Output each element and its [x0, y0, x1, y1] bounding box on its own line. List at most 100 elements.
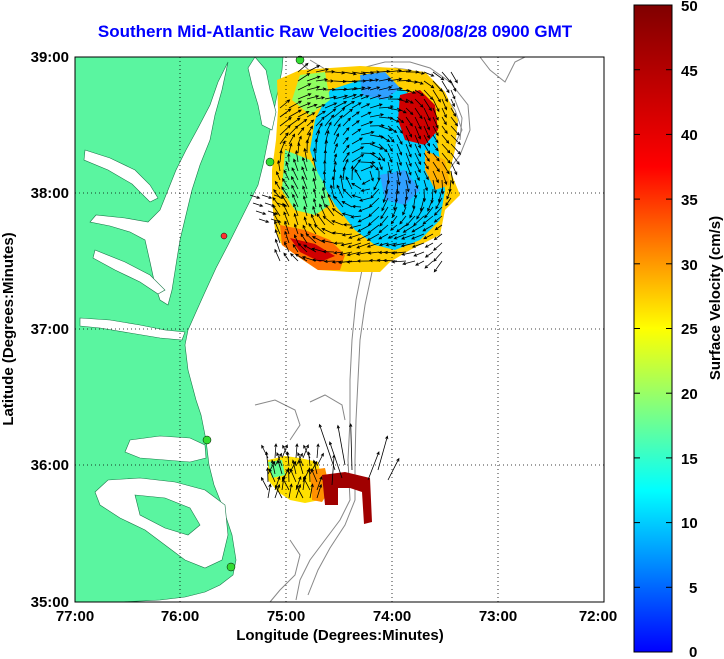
current-arrow — [270, 218, 282, 223]
current-arrow — [261, 194, 273, 199]
rappahannock-river — [92, 249, 166, 295]
current-arrow — [422, 215, 434, 225]
current-arrow — [387, 87, 403, 91]
current-arrow — [313, 224, 326, 235]
current-vectors — [249, 62, 462, 499]
colorbar-scale — [633, 4, 673, 653]
current-arrow — [274, 484, 283, 499]
current-arrow — [378, 69, 391, 74]
current-arrow — [414, 116, 422, 130]
y-tick-label: 38:00 — [31, 185, 69, 202]
current-arrow — [350, 215, 362, 219]
current-arrow — [274, 248, 281, 262]
current-arrow — [274, 238, 281, 253]
current-arrow — [306, 75, 321, 82]
current-arrow — [405, 89, 417, 94]
current-arrow — [287, 152, 291, 163]
current-arrow — [423, 170, 429, 181]
current-arrow — [315, 87, 327, 91]
current-arrow — [249, 194, 261, 199]
current-arrow — [358, 206, 371, 212]
current-arrow — [342, 108, 354, 118]
current-arrow — [310, 213, 317, 226]
current-arrow — [378, 77, 392, 82]
current-arrow — [297, 110, 310, 118]
current-arrow — [356, 251, 371, 256]
current-arrow — [387, 457, 400, 481]
current-arrow — [435, 197, 443, 210]
radar-stations — [202, 55, 305, 572]
current-arrow — [266, 467, 270, 483]
current-arrow — [450, 170, 455, 185]
current-arrow — [320, 194, 326, 208]
current-arrow — [450, 71, 458, 84]
current-arrow — [342, 144, 350, 154]
current-arrow — [321, 186, 326, 199]
current-arrow — [283, 169, 290, 181]
current-arrow — [291, 459, 297, 475]
current-arrow — [302, 224, 308, 235]
current-arrow — [333, 71, 346, 75]
current-arrow — [297, 102, 312, 109]
current-arrow — [265, 451, 269, 467]
current-arrow — [342, 158, 349, 172]
current-arrow — [300, 233, 308, 244]
colorbar-tick-label: 45 — [681, 63, 698, 80]
current-arrow — [413, 251, 425, 257]
current-arrow — [303, 205, 308, 217]
current-arrow — [351, 182, 362, 190]
current-arrow — [333, 132, 339, 145]
current-arrow — [274, 483, 281, 499]
current-arrow — [433, 215, 443, 223]
current-arrow — [302, 195, 308, 208]
current-arrow — [312, 205, 317, 217]
current-arrow — [340, 242, 353, 247]
current-arrow — [432, 89, 441, 103]
current-arrow — [277, 459, 283, 475]
current-arrow — [325, 79, 335, 83]
current-arrow — [272, 196, 281, 208]
current-arrow — [432, 98, 440, 113]
current-arrow — [396, 224, 407, 233]
current-arrow — [298, 459, 304, 475]
current-arrow — [380, 206, 389, 220]
current-arrow — [306, 95, 320, 100]
pamlico-inner — [134, 494, 201, 536]
current-arrow — [441, 143, 451, 154]
colorbar-label: Surface Velocity (cm/s) — [707, 216, 724, 380]
current-arrow — [405, 107, 414, 116]
current-arrow — [297, 118, 308, 127]
x-tick-label: 75:00 — [267, 608, 305, 625]
current-arrow — [342, 165, 346, 181]
current-arrow — [342, 188, 353, 199]
current-arrow — [294, 234, 299, 244]
current-arrow — [396, 170, 401, 186]
current-arrow — [414, 152, 422, 166]
current-arrow — [305, 233, 317, 244]
current-arrow — [401, 233, 416, 240]
current-arrow — [356, 242, 371, 249]
current-arrow — [369, 170, 374, 182]
current-arrow — [351, 137, 364, 145]
current-arrow — [284, 241, 290, 253]
current-arrow — [405, 143, 412, 158]
current-arrow — [309, 483, 314, 499]
current-arrow — [423, 143, 431, 155]
current-arrow — [450, 98, 455, 108]
current-arrow — [377, 435, 389, 471]
x-tick-label: 72:00 — [579, 608, 617, 625]
current-arrow — [416, 206, 425, 220]
current-arrow — [342, 93, 357, 100]
current-arrow — [311, 236, 326, 244]
current-arrow — [313, 198, 317, 208]
current-arrow — [260, 476, 269, 491]
current-arrow — [359, 197, 371, 202]
current-arrow — [324, 95, 337, 100]
current-arrow — [351, 111, 360, 118]
current-arrow — [433, 260, 443, 273]
current-arrow — [360, 103, 371, 109]
current-arrow — [382, 188, 389, 204]
current-arrow — [277, 159, 281, 172]
current-arrow — [360, 188, 371, 192]
current-arrow — [315, 104, 326, 109]
